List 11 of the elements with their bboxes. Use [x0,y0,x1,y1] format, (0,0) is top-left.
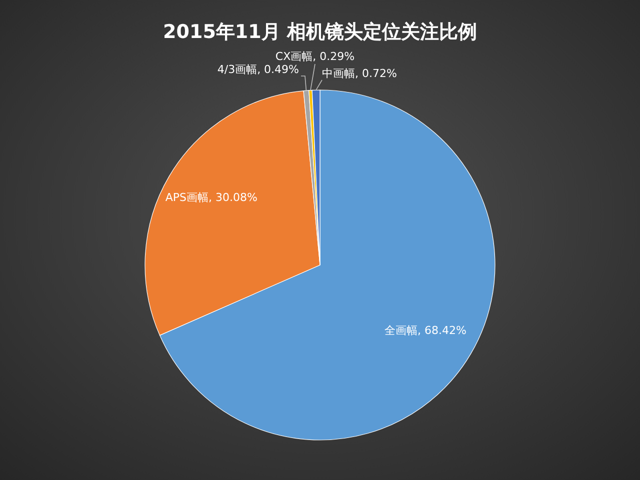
data-label: , 0.72% [355,67,397,80]
data-label: , 30.08% [208,191,258,204]
data-label: , 68.42% [418,324,466,337]
slice-label: APS画幅 [165,191,208,204]
slice-label: CX画幅 [275,50,313,63]
slice-label: 4/3画幅 [217,63,258,76]
slice-label: 中画幅 [322,67,355,80]
chart-title: 2015年11月 相机镜头定位关注比例 [163,21,477,43]
data-label: , 0.49% [257,63,299,76]
data-label: , 0.29% [312,50,355,63]
slice-label: 全画幅 [384,324,418,337]
